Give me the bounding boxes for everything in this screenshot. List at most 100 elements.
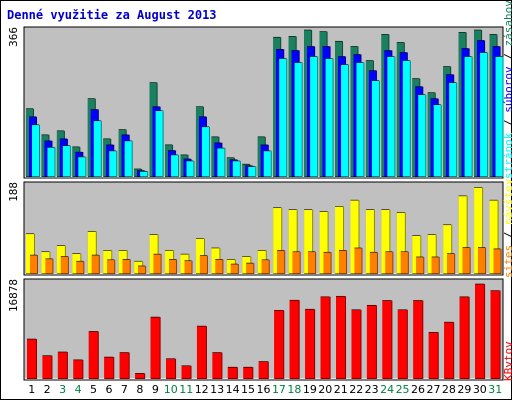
bar-sites-5-face [91, 255, 99, 273]
bar-kbytes-14 [227, 366, 238, 379]
bar-sites-10 [169, 259, 178, 274]
y-max-label-visits-sites: 188 [7, 182, 20, 202]
bar-pages-20 [325, 58, 334, 178]
bar-sites-13-face [215, 259, 223, 273]
legend-middle-item-0: sites [502, 245, 512, 278]
bar-visits-17 [273, 207, 283, 274]
bar-pages-4 [78, 156, 87, 177]
bar-sites-17 [277, 250, 286, 274]
bar-pages-15-face [248, 166, 256, 176]
bar-sites-15-face [246, 263, 254, 273]
x-tick-label-21: 21 [334, 383, 348, 396]
bar-sites-26 [416, 256, 425, 274]
bar-pages-23-face [371, 80, 379, 176]
bar-sites-23-face [369, 252, 377, 273]
bar-kbytes-30 [475, 283, 486, 379]
bar-pages-7 [124, 140, 133, 177]
legend-top-separator: / [502, 47, 512, 67]
bar-kbytes-10-face [166, 358, 176, 378]
bar-pages-30-face [480, 52, 488, 176]
bar-sites-15 [246, 262, 255, 274]
bar-visits-1 [26, 233, 35, 274]
bar-pages-11-face [186, 160, 194, 176]
bar-visits-19 [304, 209, 314, 274]
bar-sites-12-face [199, 255, 207, 273]
bar-kbytes-17 [274, 310, 285, 379]
bar-kbytes-16 [258, 361, 269, 379]
bar-pages-16 [263, 150, 272, 177]
bar-sites-28-face [447, 253, 455, 273]
bar-pages-1 [32, 124, 40, 177]
bar-pages-21 [341, 64, 350, 177]
bar-pages-14-face [232, 160, 240, 176]
bar-kbytes-9 [150, 316, 161, 379]
bar-sites-18-face [292, 251, 300, 273]
bar-visits-26 [412, 235, 422, 274]
bar-kbytes-8 [135, 373, 146, 379]
x-tick-label-4: 4 [75, 383, 82, 396]
x-tick-label-23: 23 [365, 383, 379, 396]
bar-sites-12 [199, 255, 208, 274]
bar-sites-11 [184, 260, 193, 274]
bar-visits-21 [335, 206, 345, 274]
x-tick-label-28: 28 [442, 383, 456, 396]
bar-visits-20 [319, 211, 329, 274]
bar-sites-28 [447, 253, 456, 274]
bar-sites-20-face [323, 252, 331, 273]
x-tick-label-10: 10 [164, 383, 178, 396]
bar-sites-21 [339, 250, 348, 274]
x-tick-label-25: 25 [396, 383, 410, 396]
x-tick-label-2: 2 [44, 383, 51, 396]
bar-kbytes-18-face [289, 300, 299, 378]
bar-sites-27 [431, 256, 440, 274]
bar-pages-3 [62, 145, 71, 177]
bar-pages-29-face [464, 56, 472, 177]
bar-pages-23 [371, 80, 380, 177]
bar-kbytes-16-face [258, 361, 268, 378]
bar-pages-28-face [449, 82, 457, 176]
bar-sites-14-face [230, 264, 238, 273]
bar-pages-1-face [32, 124, 39, 176]
bar-kbytes-7-face [119, 352, 129, 378]
bar-sites-11-face [184, 260, 192, 273]
bar-sites-16-face [261, 259, 269, 273]
bar-sites-1 [30, 254, 38, 274]
bar-sites-19-face [308, 251, 316, 273]
x-tick-label-8: 8 [136, 383, 143, 396]
bar-sites-13 [215, 259, 224, 274]
bar-kbytes-19-face [305, 309, 315, 378]
bar-sites-23 [369, 251, 378, 274]
bar-visits-17-face [273, 207, 282, 273]
bar-pages-19 [310, 56, 319, 178]
bar-kbytes-15 [243, 366, 254, 379]
bar-visits-21-face [335, 206, 344, 273]
bar-pages-25-face [402, 60, 410, 176]
bar-pages-31-face [495, 56, 503, 177]
bar-pages-6-face [109, 150, 117, 176]
bar-kbytes-12-face [196, 326, 206, 378]
bar-kbytes-13 [212, 352, 223, 379]
legend-top-item-1: súborov [502, 66, 512, 113]
bar-pages-25 [402, 60, 411, 177]
bar-pages-24 [387, 56, 396, 178]
x-tick-label-3: 3 [59, 383, 66, 396]
bar-sites-1-face [30, 255, 37, 273]
bar-kbytes-10 [166, 358, 177, 379]
x-tick-label-26: 26 [411, 383, 425, 396]
bar-pages-9-face [155, 110, 163, 176]
bar-visits-23 [365, 209, 375, 274]
bar-pages-30 [480, 52, 489, 177]
bar-sites-29 [462, 247, 471, 274]
bar-visits-27-face [427, 234, 436, 273]
x-tick-label-16: 16 [257, 383, 271, 396]
bar-kbytes-14-face [227, 367, 237, 378]
bar-visits-30-face [474, 187, 483, 273]
x-tick-label-11: 11 [179, 383, 193, 396]
bar-visits-26-face [412, 235, 421, 273]
bar-visits-22 [350, 199, 360, 274]
x-tick-label-9: 9 [152, 383, 159, 396]
bar-sites-18 [292, 251, 301, 274]
bar-kbytes-3-face [57, 351, 67, 378]
bar-visits-29-face [458, 195, 467, 273]
x-tick-label-24: 24 [380, 383, 394, 396]
